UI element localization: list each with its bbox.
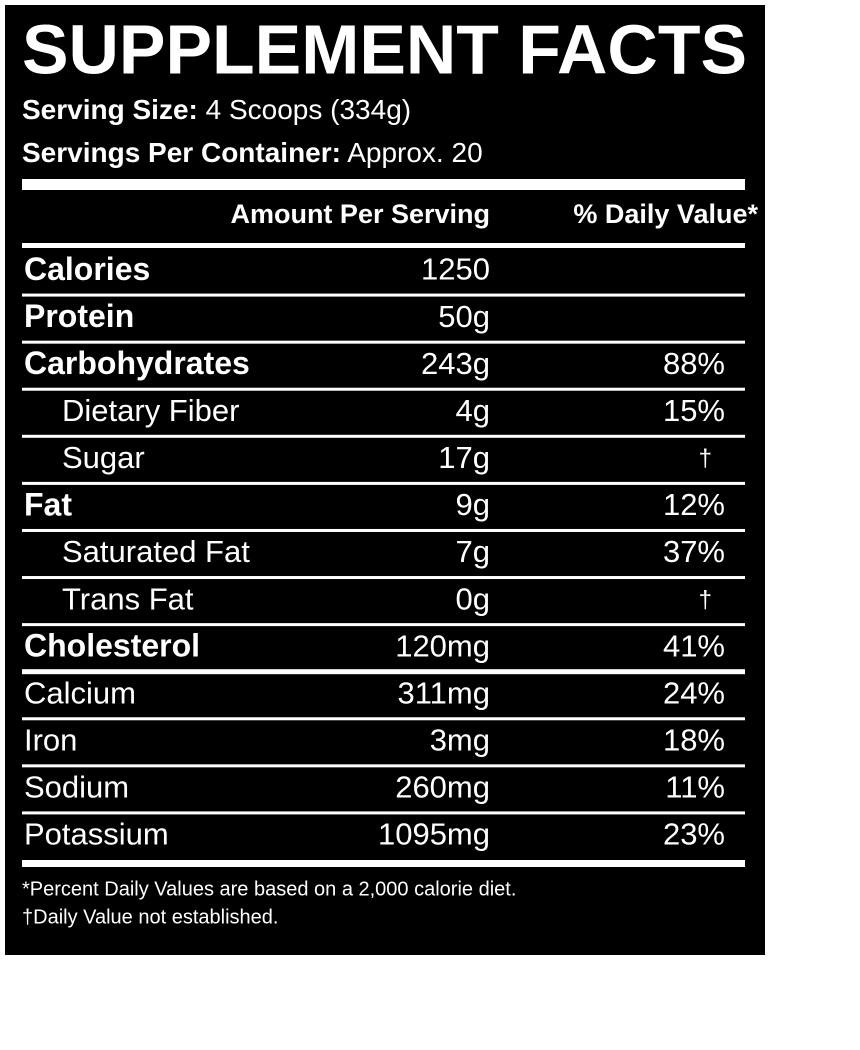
nutrient-daily-value: † — [699, 586, 712, 613]
nutrient-name: Dietary Fiber — [62, 393, 239, 428]
nutrient-daily-value: 24% — [663, 675, 725, 710]
nutrient-daily-value: 15% — [663, 393, 725, 428]
nutrient-name: Calcium — [24, 675, 136, 710]
row-divider — [22, 717, 745, 721]
nutrient-name: Carbohydrates — [24, 345, 250, 381]
nutrient-amount: 17g — [438, 440, 490, 475]
nutrient-daily-value: 11% — [665, 770, 725, 805]
footnote: *Percent Daily Values are based on a 2,0… — [22, 878, 516, 900]
row-divider — [22, 576, 745, 580]
footnote: †Daily Value not established. — [22, 906, 278, 928]
title: SUPPLEMENT FACTS — [22, 10, 747, 88]
nutrient-name: Trans Fat — [62, 581, 194, 616]
serving-size-label: Serving Size: — [22, 94, 198, 125]
nutrient-daily-value: 12% — [663, 487, 725, 522]
servings-value: Approx. 20 — [347, 137, 482, 168]
nutrient-amount: 7g — [456, 534, 490, 569]
row-divider — [22, 811, 745, 815]
nutrient-daily-value: † — [699, 445, 712, 472]
nutrient-name: Iron — [24, 722, 77, 757]
nutrient-amount: 311mg — [398, 675, 491, 710]
nutrient-name: Fat — [24, 486, 72, 522]
row-divider — [22, 764, 745, 768]
row-divider — [22, 293, 745, 297]
nutrient-name: Sugar — [62, 440, 145, 475]
nutrient-name: Calories — [24, 251, 150, 287]
row-divider — [22, 387, 745, 391]
header-amount: Amount Per Serving — [230, 199, 490, 229]
nutrient-name: Protein — [24, 298, 134, 334]
nutrient-amount: 50g — [438, 299, 490, 334]
header-divider — [22, 243, 745, 248]
nutrient-daily-value: 41% — [663, 628, 725, 663]
nutrient-amount: 9g — [456, 487, 490, 522]
nutrient-amount: 1095mg — [378, 817, 490, 852]
nutrient-daily-value: 23% — [663, 817, 725, 852]
nutrient-amount: 243g — [421, 346, 490, 381]
nutrient-name: Saturated Fat — [62, 534, 250, 569]
nutrient-daily-value: 37% — [663, 534, 725, 569]
nutrient-amount: 3mg — [430, 722, 490, 757]
row-divider — [22, 434, 745, 438]
row-divider — [22, 481, 745, 485]
row-divider — [22, 528, 745, 532]
header-daily-value: % Daily Value* — [573, 199, 758, 229]
nutrient-name: Potassium — [24, 817, 169, 852]
thick-divider — [22, 179, 745, 190]
servings-per-container: Servings Per Container: Approx. 20 — [22, 137, 483, 168]
nutrient-daily-value: 88% — [663, 346, 725, 381]
row-divider — [22, 340, 745, 344]
serving-size-value: 4 Scoops (334g) — [206, 94, 411, 125]
label-background — [5, 5, 765, 955]
nutrient-name: Cholesterol — [24, 628, 200, 664]
nutrient-amount: 1250 — [421, 252, 490, 287]
serving-size: Serving Size: 4 Scoops (334g) — [22, 94, 411, 125]
bottom-divider — [22, 860, 745, 867]
nutrient-amount: 120mg — [395, 628, 490, 663]
nutrient-amount: 0g — [456, 581, 490, 616]
servings-label: Servings Per Container: — [22, 137, 341, 168]
row-divider — [22, 623, 745, 627]
nutrient-amount: 4g — [456, 393, 490, 428]
nutrient-name: Sodium — [24, 770, 129, 805]
row-divider — [22, 669, 745, 675]
nutrient-amount: 260mg — [395, 770, 490, 805]
nutrient-daily-value: 18% — [663, 722, 725, 757]
